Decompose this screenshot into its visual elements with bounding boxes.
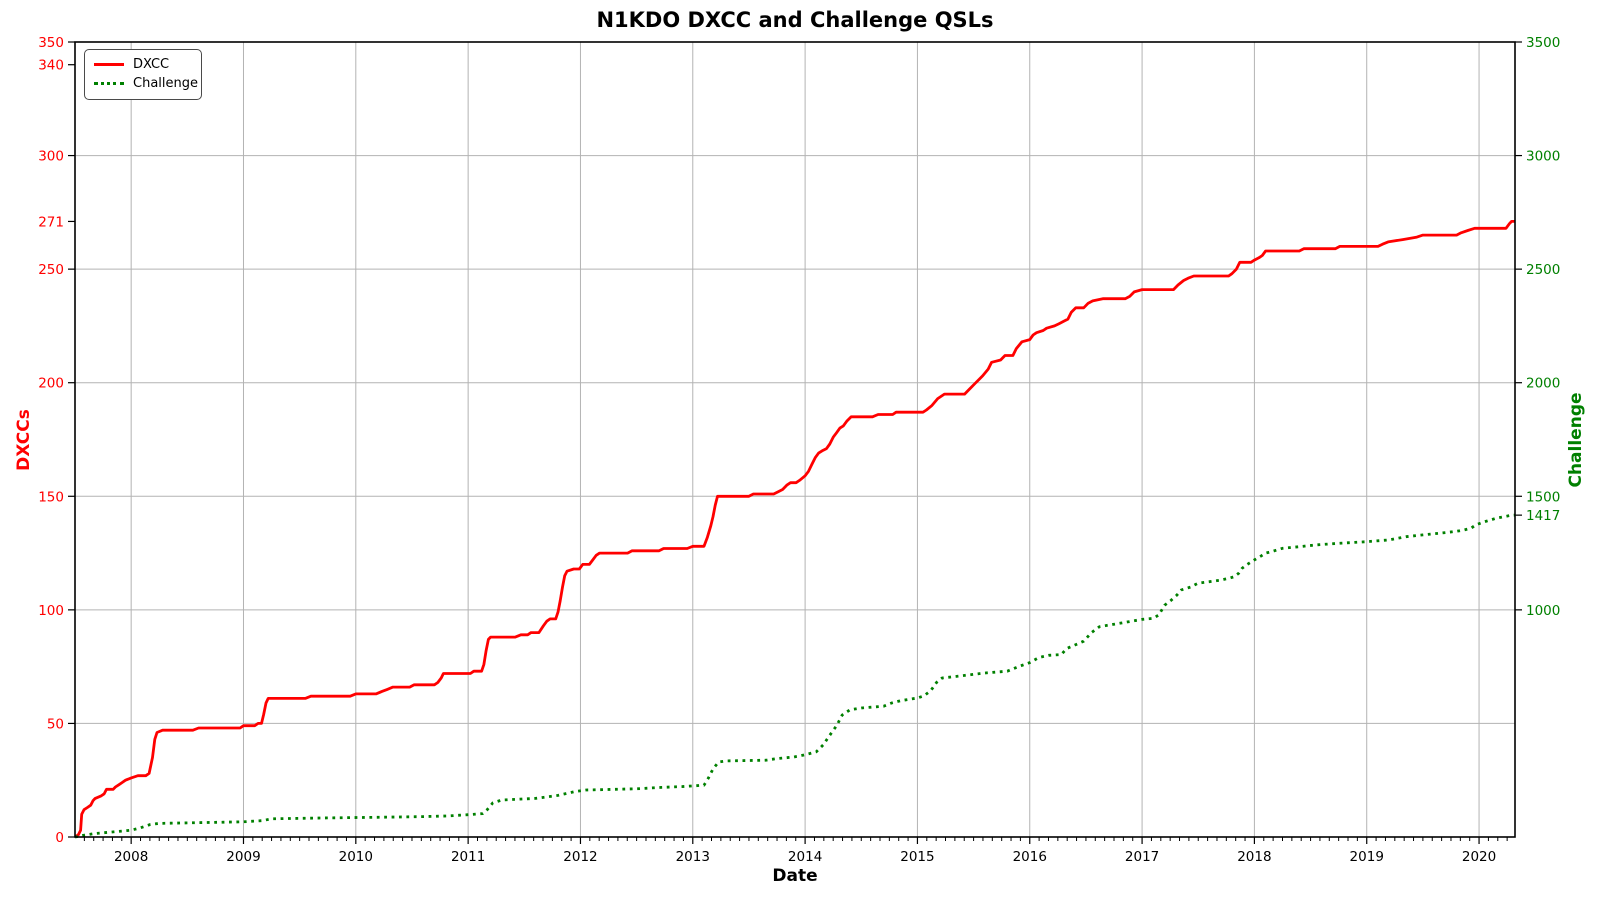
tick-label: 2012 xyxy=(563,849,597,865)
y-axis-left-label: DXCCs xyxy=(14,409,34,471)
legend-item-challenge: Challenge xyxy=(94,74,198,93)
legend-label-challenge: Challenge xyxy=(133,76,198,91)
challenge-line-sample-icon xyxy=(94,82,124,85)
tick-label: 2014 xyxy=(788,849,822,865)
tick-label: 2018 xyxy=(1237,849,1271,865)
tick-label: 2015 xyxy=(900,849,934,865)
dxcc-line xyxy=(74,219,1515,839)
tick-label: 0 xyxy=(55,830,64,846)
tick-label: 2000 xyxy=(1526,376,1560,392)
tick-label: 3500 xyxy=(1526,35,1560,51)
legend-item-dxcc: DXCC xyxy=(94,55,192,74)
tick-label: 1417 xyxy=(1526,508,1560,524)
tick-label: 3000 xyxy=(1526,149,1560,165)
tick-label: 250 xyxy=(38,262,64,278)
tick-label: 2011 xyxy=(451,849,485,865)
tick-label: 1500 xyxy=(1526,489,1560,505)
dxcc-line-sample-icon xyxy=(94,63,124,66)
tick-label: 2009 xyxy=(226,849,260,865)
y-axis-right-label: Challenge xyxy=(1566,392,1586,488)
tick-label: 2500 xyxy=(1526,262,1560,278)
tick-label: 2013 xyxy=(676,849,710,865)
tick-label: 350 xyxy=(38,35,64,51)
tick-label: 2010 xyxy=(339,849,373,865)
tick-label: 100 xyxy=(38,603,64,619)
tick-label: 50 xyxy=(47,716,64,732)
tick-label: 1000 xyxy=(1526,603,1560,619)
tick-label: 2020 xyxy=(1462,849,1496,865)
x-axis-label: Date xyxy=(772,866,818,886)
legend: DXCC Challenge xyxy=(84,49,202,100)
tick-label: 150 xyxy=(38,489,64,505)
tick-label: 2016 xyxy=(1013,849,1047,865)
tick-label: 271 xyxy=(38,214,64,230)
tick-label: 300 xyxy=(38,149,64,165)
challenge-line xyxy=(74,513,1516,839)
tick-label: 2008 xyxy=(114,849,148,865)
tick-label: 2019 xyxy=(1350,849,1384,865)
plot-frame xyxy=(74,41,1516,838)
tick-label: 2017 xyxy=(1125,849,1159,865)
legend-label-dxcc: DXCC xyxy=(133,57,170,72)
tick-label: 340 xyxy=(38,58,64,74)
chart-title: N1KDO DXCC and Challenge QSLs xyxy=(596,8,994,32)
tick-label: 200 xyxy=(38,376,64,392)
